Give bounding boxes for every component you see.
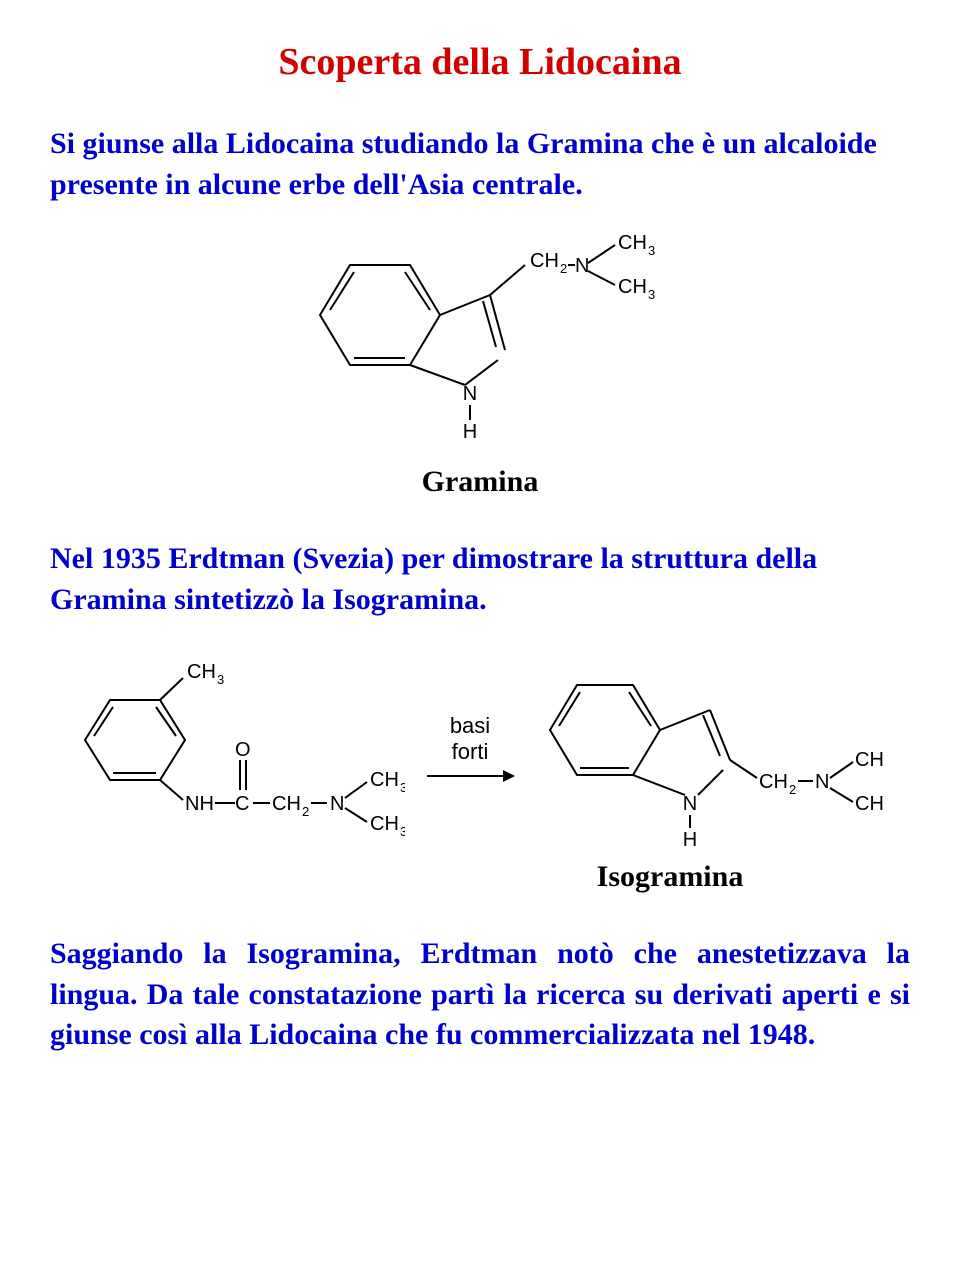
conclusion-paragraph: Saggiando la Isogramina, Erdtman notò ch… (50, 934, 910, 1056)
isogramina-structure: N H CH2 N CH3 CH3 (535, 650, 885, 850)
svg-text:3: 3 (217, 672, 224, 687)
svg-text:H: H (683, 829, 697, 850)
svg-text:3: 3 (400, 824, 405, 839)
svg-text:C: C (235, 793, 249, 815)
reaction-arrow: basi forti (425, 714, 515, 786)
svg-text:3: 3 (648, 287, 655, 302)
isogramina-label: Isogramina (50, 860, 910, 894)
gramina-svg: N H CH 2 N CH 3 CH 3 (300, 225, 660, 455)
svg-text:CH: CH (530, 250, 559, 272)
svg-text:N: N (330, 793, 344, 815)
svg-text:N: N (575, 255, 589, 277)
svg-text:CH: CH (187, 661, 216, 683)
svg-text:CH: CH (618, 276, 647, 298)
svg-text:CH: CH (370, 813, 399, 835)
gramina-structure: N H CH 2 N CH 3 CH 3 (50, 225, 910, 455)
svg-text:3: 3 (400, 780, 405, 795)
svg-text:CH: CH (759, 771, 788, 793)
svg-text:CH: CH (855, 749, 884, 771)
page-title: Scoperta della Lidocaina (50, 40, 910, 84)
gramina-label: Gramina (50, 465, 910, 499)
arrow-label-bottom: forti (452, 740, 489, 764)
svg-text:2: 2 (789, 782, 796, 797)
reaction-scheme: CH3 NH C O CH2 N CH3 CH3 basi forti (50, 650, 910, 850)
svg-text:CH: CH (272, 793, 301, 815)
svg-text:3: 3 (648, 243, 655, 258)
svg-text:NH: NH (185, 793, 214, 815)
history-paragraph: Nel 1935 Erdtman (Svezia) per dimostrare… (50, 539, 910, 620)
svg-text:N: N (683, 793, 697, 815)
arrow-label-top: basi (450, 714, 490, 738)
svg-text:2: 2 (302, 804, 309, 819)
svg-text:CH: CH (855, 793, 884, 815)
svg-text:H: H (463, 421, 477, 443)
intro-paragraph: Si giunse alla Lidocaina studiando la Gr… (50, 124, 910, 205)
svg-text:N: N (815, 771, 829, 793)
svg-text:CH: CH (618, 232, 647, 254)
svg-text:CH: CH (370, 769, 399, 791)
reactant-structure: CH3 NH C O CH2 N CH3 CH3 (75, 660, 405, 840)
svg-text:O: O (235, 739, 251, 761)
svg-text:N: N (463, 383, 477, 405)
svg-text:2: 2 (560, 261, 567, 276)
